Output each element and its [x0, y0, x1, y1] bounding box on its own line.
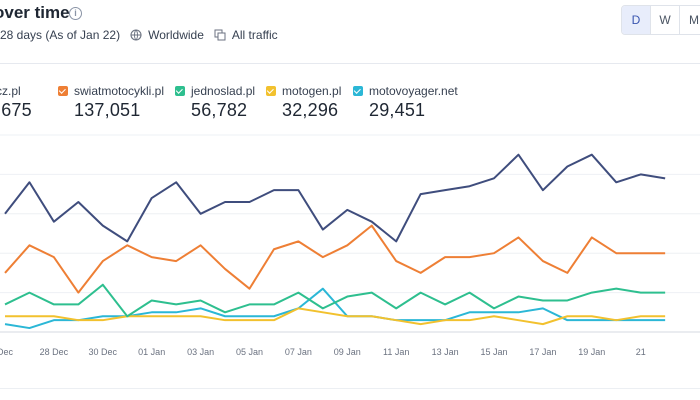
x-tick-label: 03 Jan: [187, 347, 214, 357]
legend-label: motogen.pl: [282, 84, 342, 98]
legend-label: swiatmotocykli.pl: [74, 84, 165, 98]
info-icon[interactable]: i: [69, 7, 82, 20]
x-tick-label: 01 Jan: [138, 347, 165, 357]
traffic-source-icon: [214, 29, 226, 41]
legend-item-1[interactable]: cz.pl ,675: [0, 84, 32, 121]
legend-label: jednoslad.pl: [191, 84, 256, 98]
series-line-motovoyager-net[interactable]: [4, 287, 666, 330]
legend-label: cz.pl: [0, 84, 21, 98]
x-tick-label: 19 Jan: [578, 347, 605, 357]
series-line-cz-pl[interactable]: [4, 153, 666, 243]
x-tick-label: Dec: [0, 347, 13, 357]
tab-monthly[interactable]: M: [680, 6, 700, 34]
series-line-swiatmotocykli-pl[interactable]: [4, 224, 666, 294]
legend-item-3[interactable]: jednoslad.pl 56,782: [175, 84, 255, 121]
legend-label: motovoyager.net: [369, 84, 458, 98]
x-tick-label: 05 Jan: [236, 347, 263, 357]
series-line-jednoslad-pl[interactable]: [4, 283, 666, 318]
legend-value: 29,451: [369, 100, 426, 120]
tab-daily[interactable]: D: [622, 6, 651, 34]
granularity-tabs: D W M: [621, 5, 700, 35]
region-label[interactable]: Worldwide: [148, 28, 204, 42]
x-tick-label: 28 Dec: [40, 347, 69, 357]
x-tick-label: 11 Jan: [383, 347, 409, 357]
checkbox-icon[interactable]: [175, 86, 185, 96]
checkbox-icon[interactable]: [266, 86, 276, 96]
legend-value: 137,051: [74, 100, 141, 120]
legend-item-4[interactable]: motogen.pl 32,296: [266, 84, 341, 121]
period-label: 28 days (As of Jan 22): [0, 28, 121, 42]
page-title: over time: [0, 3, 70, 22]
chart-bottom-border: [0, 388, 700, 389]
x-tick-label: 17 Jan: [529, 347, 556, 357]
x-tick-label: 30 Dec: [89, 347, 118, 357]
legend-value: 32,296: [282, 100, 339, 120]
tab-weekly[interactable]: W: [651, 6, 680, 34]
x-tick-label: 21: [636, 347, 646, 357]
checkbox-icon[interactable]: [353, 86, 363, 96]
x-tick-label: 15 Jan: [480, 347, 507, 357]
series-line-motogen-pl[interactable]: [5, 307, 666, 326]
legend-value: ,675: [0, 100, 32, 120]
x-tick-label: 07 Jan: [285, 347, 312, 357]
header-divider: [0, 63, 700, 64]
x-tick-label: 13 Jan: [432, 347, 459, 357]
x-tick-label: 09 Jan: [334, 347, 361, 357]
filter-bar: 28 days (As of Jan 22) Worldwide All tra…: [0, 28, 278, 42]
legend-value: 56,782: [191, 100, 248, 120]
checkbox-icon[interactable]: [58, 86, 68, 96]
globe-icon: [130, 29, 142, 41]
legend-item-2[interactable]: swiatmotocykli.pl 137,051: [58, 84, 164, 121]
legend-item-5[interactable]: motovoyager.net 29,451: [353, 84, 458, 121]
traffic-label[interactable]: All traffic: [231, 28, 278, 42]
